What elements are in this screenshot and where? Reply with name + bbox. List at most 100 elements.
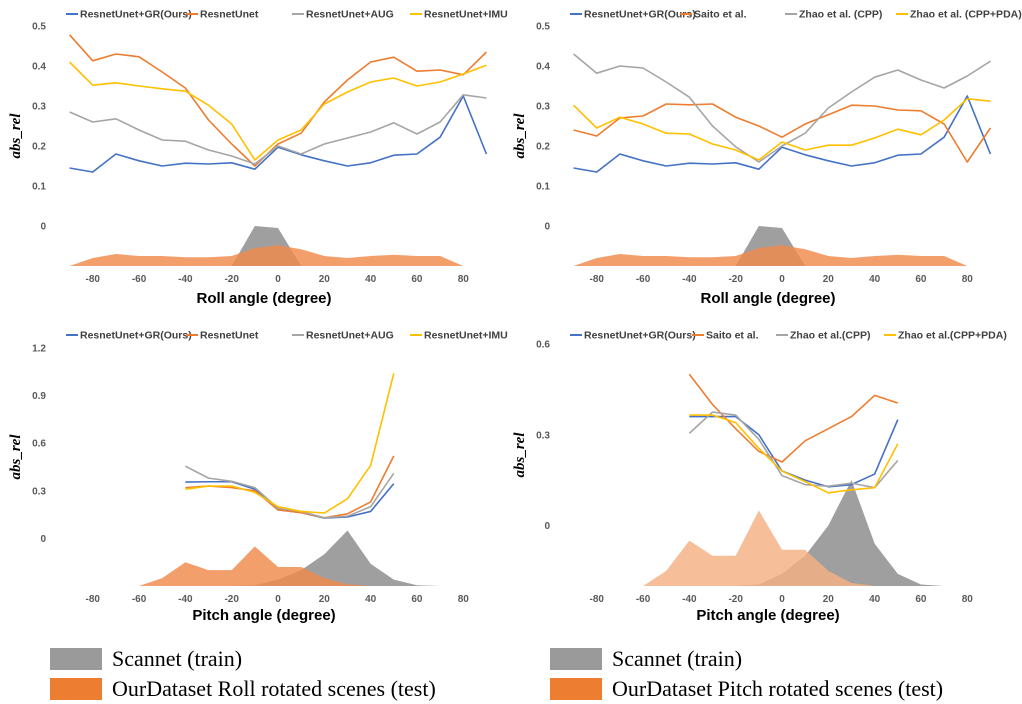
x-axis-label: Pitch angle (degree) bbox=[192, 607, 335, 624]
y-tick-label: 0 bbox=[40, 534, 46, 545]
ourdataset-label-left: OurDataset Roll rotated scenes (test) bbox=[112, 676, 436, 701]
bottom-legend-right-scannet: Scannet (train) bbox=[550, 646, 742, 672]
y-axis-label: abs_rel bbox=[512, 113, 528, 159]
bottom-legend-left-scannet: Scannet (train) bbox=[50, 646, 242, 672]
legend-label-3: Zhao et al. (CPP) bbox=[799, 9, 882, 21]
x-tick-label: -20 bbox=[728, 274, 743, 285]
histogram-scannet bbox=[69, 530, 464, 586]
y-tick-label: 0.9 bbox=[32, 391, 46, 402]
x-tick-label: 40 bbox=[869, 594, 881, 605]
histogram-ourdataset bbox=[69, 546, 464, 586]
ourdataset-label-right: OurDataset Pitch rotated scenes (test) bbox=[612, 676, 944, 701]
x-tick-label: 60 bbox=[411, 594, 423, 605]
legend-label-2: Saito et al. bbox=[694, 9, 747, 21]
histogram-ourdataset bbox=[573, 245, 968, 266]
series-line-4 bbox=[573, 98, 991, 161]
series-line-2 bbox=[68, 34, 487, 167]
legend-label-1: ResnetUnet+GR(Ours) bbox=[80, 9, 192, 21]
x-tick-label: -40 bbox=[682, 274, 697, 285]
series-line-3 bbox=[688, 411, 899, 489]
y-tick-label: 0.1 bbox=[32, 182, 46, 193]
legend-label-3: Zhao et al.(CPP) bbox=[790, 330, 871, 342]
x-tick-label: 60 bbox=[915, 594, 927, 605]
y-tick-label: 0.2 bbox=[32, 142, 46, 153]
x-tick-label: -80 bbox=[590, 594, 605, 605]
y-tick-label: 0 bbox=[544, 521, 550, 532]
y-tick-label: 0.6 bbox=[536, 340, 550, 351]
x-axis-label: Pitch angle (degree) bbox=[696, 607, 839, 624]
legend-label-1: ResnetUnet+GR(Ours) bbox=[584, 330, 696, 342]
x-axis-label: Roll angle (degree) bbox=[196, 290, 331, 307]
series-line-1 bbox=[69, 95, 488, 173]
y-tick-label: 0.3 bbox=[32, 102, 46, 113]
x-tick-label: 80 bbox=[458, 274, 470, 285]
x-tick-label: -60 bbox=[132, 274, 147, 285]
x-tick-label: -80 bbox=[86, 594, 101, 605]
legend-label-2: ResnetUnet bbox=[200, 9, 259, 21]
x-tick-label: -80 bbox=[590, 274, 605, 285]
y-tick-label: 0.4 bbox=[536, 62, 550, 73]
series-line-4 bbox=[185, 373, 395, 514]
x-tick-label: 0 bbox=[779, 594, 785, 605]
x-tick-label: 40 bbox=[365, 274, 377, 285]
legend-label-3: ResnetUnet+AUG bbox=[306, 330, 394, 342]
x-tick-label: -60 bbox=[636, 594, 651, 605]
x-tick-label: 80 bbox=[962, 274, 974, 285]
y-tick-label: 0.3 bbox=[536, 430, 550, 441]
scannet-swatch-right bbox=[550, 648, 602, 670]
x-tick-label: -20 bbox=[728, 594, 743, 605]
scannet-swatch-left bbox=[50, 648, 102, 670]
y-tick-label: 0 bbox=[544, 222, 550, 233]
series-line-1 bbox=[573, 95, 992, 173]
bottom-legend-left-ourdataset: OurDataset Roll rotated scenes (test) bbox=[50, 676, 436, 702]
legend-label-1: ResnetUnet+GR(Ours) bbox=[80, 330, 192, 342]
x-tick-label: 60 bbox=[915, 274, 927, 285]
histogram-scannet bbox=[573, 480, 968, 586]
series-line-2 bbox=[573, 103, 992, 163]
series-line-2 bbox=[688, 373, 899, 463]
y-tick-label: 0.6 bbox=[32, 439, 46, 450]
chart-panel-3: 0 0.3 0.6 0.9 1.2 -80 -60 -40 -20 0 20 40 60 80 Pitch … bbox=[8, 330, 508, 625]
y-tick-label: 0.3 bbox=[536, 102, 550, 113]
y-tick-label: 0.3 bbox=[32, 486, 46, 497]
ourdataset-swatch-left bbox=[50, 678, 102, 700]
x-tick-label: 0 bbox=[275, 594, 281, 605]
x-tick-label: -80 bbox=[86, 274, 101, 285]
y-axis-label: abs_rel bbox=[512, 432, 528, 478]
series-line-4 bbox=[69, 61, 487, 161]
series-line-3 bbox=[185, 465, 395, 519]
x-tick-label: 20 bbox=[319, 594, 331, 605]
y-tick-label: 0.4 bbox=[32, 62, 46, 73]
x-tick-label: 40 bbox=[365, 594, 377, 605]
x-tick-label: -40 bbox=[178, 274, 193, 285]
y-tick-label: 0.5 bbox=[32, 22, 46, 33]
legend-label-4: Zhao et al.(CPP+PDA) bbox=[898, 330, 1007, 342]
legend-label-1: ResnetUnet+GR(Ours) bbox=[584, 9, 696, 21]
scannet-label-left: Scannet (train) bbox=[112, 646, 243, 671]
y-tick-label: 0.1 bbox=[536, 182, 550, 193]
histogram-ourdataset bbox=[573, 510, 968, 586]
legend-label-2: ResnetUnet bbox=[200, 330, 259, 342]
legend-label-3: ResnetUnet+AUG bbox=[306, 9, 394, 21]
x-tick-label: 20 bbox=[823, 594, 835, 605]
x-tick-label: 40 bbox=[869, 274, 881, 285]
chart-panel-4: 0 0.3 0.6 -80 -60 -40 -20 0 20 40 60 80 Pitch angle … bbox=[512, 330, 1007, 625]
x-tick-label: 60 bbox=[411, 274, 423, 285]
bottom-legend-right-ourdataset: OurDataset Pitch rotated scenes (test) bbox=[550, 676, 943, 702]
legend-label-4: ResnetUnet+IMU bbox=[424, 9, 508, 21]
x-tick-label: 80 bbox=[458, 594, 470, 605]
ourdataset-swatch-right bbox=[550, 678, 602, 700]
figure-canvas: 0 0.1 0.2 0.3 0.4 0.5 -80 -60 -40 -20 0 20 40 60 80 Rol… bbox=[8, 9, 1022, 625]
x-tick-label: -40 bbox=[178, 594, 193, 605]
x-tick-label: 80 bbox=[962, 594, 974, 605]
y-tick-label: 0.5 bbox=[536, 22, 550, 33]
x-tick-label: 0 bbox=[275, 274, 281, 285]
series-line-3 bbox=[69, 94, 487, 165]
x-tick-label: 20 bbox=[823, 274, 835, 285]
x-tick-label: -40 bbox=[682, 594, 697, 605]
chart-panel-2: 0 0.1 0.2 0.3 0.4 0.5 -80 -60 -40 -20 0 20 40 60 80 Rol… bbox=[512, 9, 1022, 308]
legend-label-4: Zhao et al. (CPP+PDA) bbox=[910, 9, 1022, 21]
y-tick-label: 0.2 bbox=[536, 142, 550, 153]
x-tick-label: 20 bbox=[319, 274, 331, 285]
x-tick-label: -20 bbox=[224, 594, 239, 605]
